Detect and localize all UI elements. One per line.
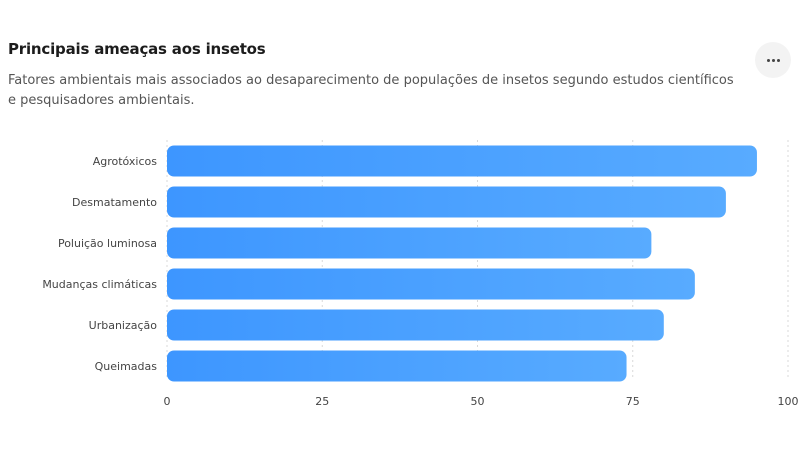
chart-subtitle: Fatores ambientais mais associados ao de…: [8, 73, 734, 108]
bar[interactable]: [167, 268, 695, 300]
x-tick-label: 100: [778, 395, 799, 408]
bar[interactable]: [167, 186, 726, 218]
category-label: Poluição luminosa: [58, 237, 157, 250]
bar[interactable]: [167, 227, 652, 259]
x-tick-label: 50: [471, 395, 485, 408]
chart-title: Principais ameaças aos insetos: [8, 40, 266, 58]
category-label: Mudanças climáticas: [42, 278, 157, 291]
bar[interactable]: [167, 309, 664, 341]
bar[interactable]: [167, 145, 757, 177]
category-label: Agrotóxicos: [93, 155, 158, 168]
more-options-button[interactable]: [755, 42, 791, 78]
category-labels: Agrotóxicos Desmatamento Poluição luminosa…: [42, 155, 157, 373]
x-tick-label: 0: [164, 395, 171, 408]
x-tick-label: 25: [315, 395, 329, 408]
category-label: Desmatamento: [72, 196, 157, 209]
category-label: Queimadas: [95, 360, 158, 373]
more-horizontal-icon: [766, 58, 780, 62]
bar[interactable]: [167, 350, 627, 382]
category-label: Urbanização: [89, 319, 158, 332]
x-tick-label: 75: [626, 395, 640, 408]
x-axis-ticks: 0 25 50 75 100: [164, 395, 799, 408]
bars: [167, 145, 757, 382]
